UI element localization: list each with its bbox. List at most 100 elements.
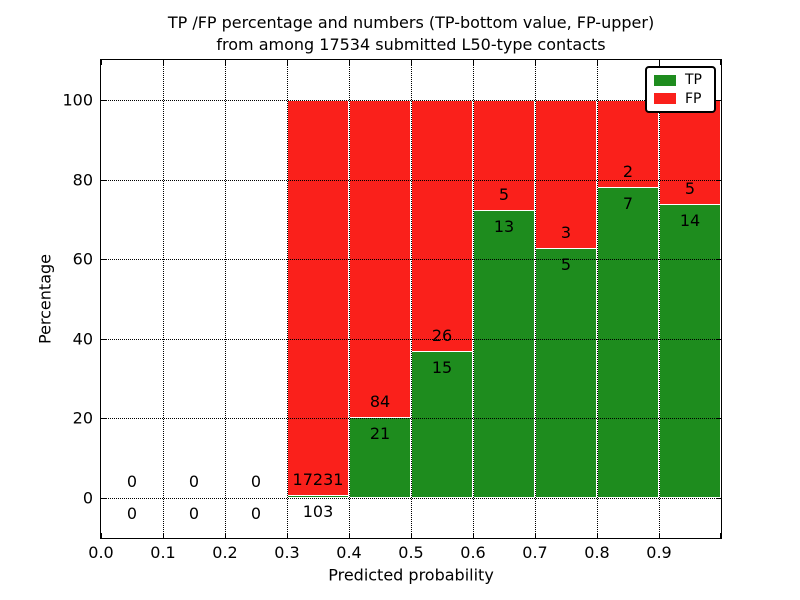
tick-mark bbox=[716, 418, 721, 420]
fp-count-label: 0 bbox=[188, 472, 200, 491]
tick-mark bbox=[349, 60, 350, 65]
tick-mark bbox=[535, 60, 536, 65]
tick-mark bbox=[659, 533, 660, 538]
fp-count-label: 0 bbox=[250, 472, 262, 491]
tp-count-label: 14 bbox=[679, 210, 701, 230]
tick-mark bbox=[287, 60, 288, 65]
tick-mark bbox=[101, 498, 106, 499]
tick-mark bbox=[473, 60, 474, 65]
fp-count-label: 3 bbox=[560, 223, 572, 243]
gridline-horizontal bbox=[101, 100, 721, 101]
tp-count-label: 0 bbox=[188, 504, 200, 523]
fp-count-label: 5 bbox=[684, 178, 696, 198]
bar-segment-fp bbox=[287, 100, 349, 496]
gridline-vertical bbox=[163, 60, 164, 538]
tick-mark bbox=[597, 60, 598, 65]
tp-count-label: 0 bbox=[250, 504, 262, 523]
tick-mark bbox=[720, 60, 721, 65]
tp-count-label: 7 bbox=[622, 194, 634, 214]
x-tick-label: 0.4 bbox=[336, 543, 362, 562]
bar-segment-tp bbox=[535, 249, 597, 498]
x-tick-label: 0.1 bbox=[150, 543, 176, 562]
y-tick-label: 0 bbox=[82, 488, 93, 508]
tick-mark bbox=[163, 533, 164, 538]
gridline-vertical bbox=[473, 60, 474, 538]
gridline-horizontal bbox=[101, 498, 721, 499]
x-axis-label: Predicted probability bbox=[328, 565, 494, 585]
tick-mark bbox=[411, 60, 412, 65]
x-tick-label: 0.8 bbox=[584, 543, 610, 562]
y-tick-label: 20 bbox=[72, 408, 93, 428]
gridline-horizontal bbox=[101, 338, 721, 340]
gridline-vertical bbox=[349, 60, 350, 538]
gridline-vertical bbox=[287, 60, 288, 538]
bar-segment-tp bbox=[659, 204, 721, 498]
gridline-horizontal bbox=[101, 179, 721, 181]
bar-segment-tp bbox=[597, 188, 659, 498]
gridline-horizontal bbox=[101, 418, 721, 420]
bar-segment-tp bbox=[349, 418, 411, 498]
tick-mark bbox=[101, 418, 106, 420]
y-axis-label: Percentage bbox=[35, 253, 55, 345]
tick-mark bbox=[659, 60, 660, 65]
bar-segment-fp bbox=[535, 100, 597, 250]
x-tick-label: 0.2 bbox=[212, 543, 238, 562]
tick-mark bbox=[716, 179, 721, 181]
gridline-horizontal bbox=[101, 259, 721, 261]
tick-mark bbox=[163, 60, 164, 65]
x-tick-label: 0.3 bbox=[274, 543, 300, 562]
tick-mark bbox=[720, 533, 721, 538]
tick-mark bbox=[101, 533, 102, 538]
tp-count-label: 15 bbox=[431, 358, 453, 378]
bar-segment-tp bbox=[473, 210, 535, 498]
legend-item: FP bbox=[654, 92, 707, 106]
y-tick-label: 80 bbox=[72, 170, 93, 190]
fp-count-label: 26 bbox=[431, 326, 453, 346]
legend-item: TP bbox=[654, 73, 707, 87]
y-tick-label: 60 bbox=[72, 249, 93, 269]
tick-mark bbox=[101, 60, 102, 65]
gridline-vertical bbox=[411, 60, 412, 538]
gridline-vertical bbox=[659, 60, 660, 538]
tick-mark bbox=[225, 533, 226, 538]
tick-mark bbox=[716, 498, 721, 499]
bar-segment-fp bbox=[473, 100, 535, 211]
bar-segment-fp bbox=[411, 100, 473, 353]
x-tick-label: 0.0 bbox=[88, 543, 114, 562]
y-tick-label: 100 bbox=[62, 90, 93, 110]
tick-mark bbox=[716, 259, 721, 261]
chart-title: TP /FP percentage and numbers (TP-bottom… bbox=[101, 12, 721, 56]
legend-label: FP bbox=[685, 90, 702, 107]
gridline-vertical bbox=[535, 60, 536, 538]
y-tick-label: 40 bbox=[72, 329, 93, 349]
fp-count-label: 5 bbox=[498, 184, 510, 204]
x-tick-label: 0.5 bbox=[398, 543, 424, 562]
tp-count-label: 13 bbox=[493, 216, 515, 236]
chart-title-line2: from among 17534 submitted L50-type cont… bbox=[216, 35, 606, 54]
tick-mark bbox=[716, 100, 721, 101]
tick-mark bbox=[287, 533, 288, 538]
x-tick-label: 0.6 bbox=[460, 543, 486, 562]
fp-count-label: 2 bbox=[622, 162, 634, 182]
tick-mark bbox=[101, 338, 106, 340]
legend-swatch-fp bbox=[654, 93, 676, 105]
tick-mark bbox=[535, 533, 536, 538]
chart-title-line1: TP /FP percentage and numbers (TP-bottom… bbox=[167, 13, 655, 32]
tick-mark bbox=[101, 259, 106, 261]
tick-mark bbox=[225, 60, 226, 65]
tick-mark bbox=[716, 338, 721, 340]
x-tick-label: 0.7 bbox=[522, 543, 548, 562]
tp-count-label: 21 bbox=[369, 424, 391, 444]
tp-count-label: 0 bbox=[126, 504, 138, 523]
tp-count-label: 103 bbox=[302, 501, 334, 521]
gridline-vertical bbox=[597, 60, 598, 538]
fp-count-label: 84 bbox=[369, 392, 391, 412]
tick-mark bbox=[597, 533, 598, 538]
fp-count-label: 0 bbox=[126, 472, 138, 491]
fp-count-label: 17231 bbox=[292, 469, 344, 489]
tick-mark bbox=[101, 179, 106, 181]
tick-mark bbox=[411, 533, 412, 538]
x-tick-label: 0.9 bbox=[646, 543, 672, 562]
legend-swatch-tp bbox=[654, 74, 676, 86]
